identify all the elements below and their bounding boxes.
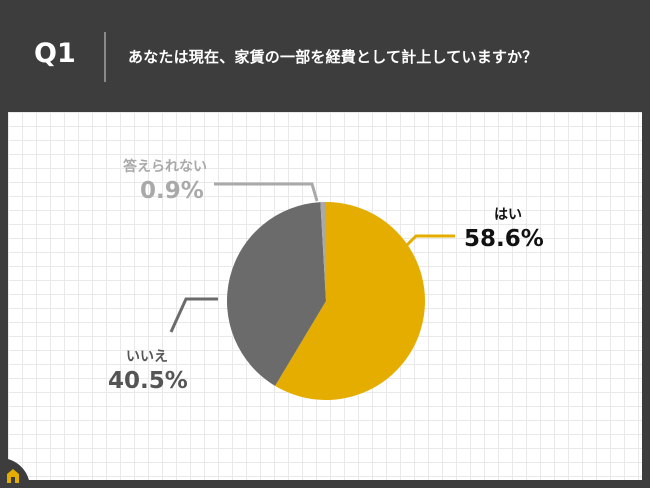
header: Q1 あなたは現在、家賃の一部を経費として計上していますか？ [0, 0, 650, 112]
pie-slice-no [226, 202, 326, 386]
slice-value-no: 40.5% [108, 368, 188, 394]
home-icon[interactable] [0, 458, 30, 488]
chart-panel: はい 58.6% いいえ 40.5% 答えられない 0.9% [8, 112, 642, 480]
pie-slice-na [320, 202, 326, 301]
leader-line-yes [405, 234, 455, 247]
leader-line-no [169, 297, 218, 333]
question-text: あなたは現在、家賃の一部を経費として計上していますか？ [128, 48, 538, 66]
slice-value-yes: 58.6% [464, 226, 544, 252]
question-number: Q1 [34, 38, 76, 69]
pie-chart [169, 182, 455, 400]
slice-value-na: 0.9% [140, 178, 204, 204]
header-divider [104, 32, 106, 82]
leader-line-na [214, 182, 319, 202]
slice-label-na: 答えられない [123, 159, 207, 175]
slice-label-no: いいえ [126, 349, 168, 365]
slice-label-yes: はい [494, 207, 522, 223]
pie-slice-yes [275, 202, 426, 400]
